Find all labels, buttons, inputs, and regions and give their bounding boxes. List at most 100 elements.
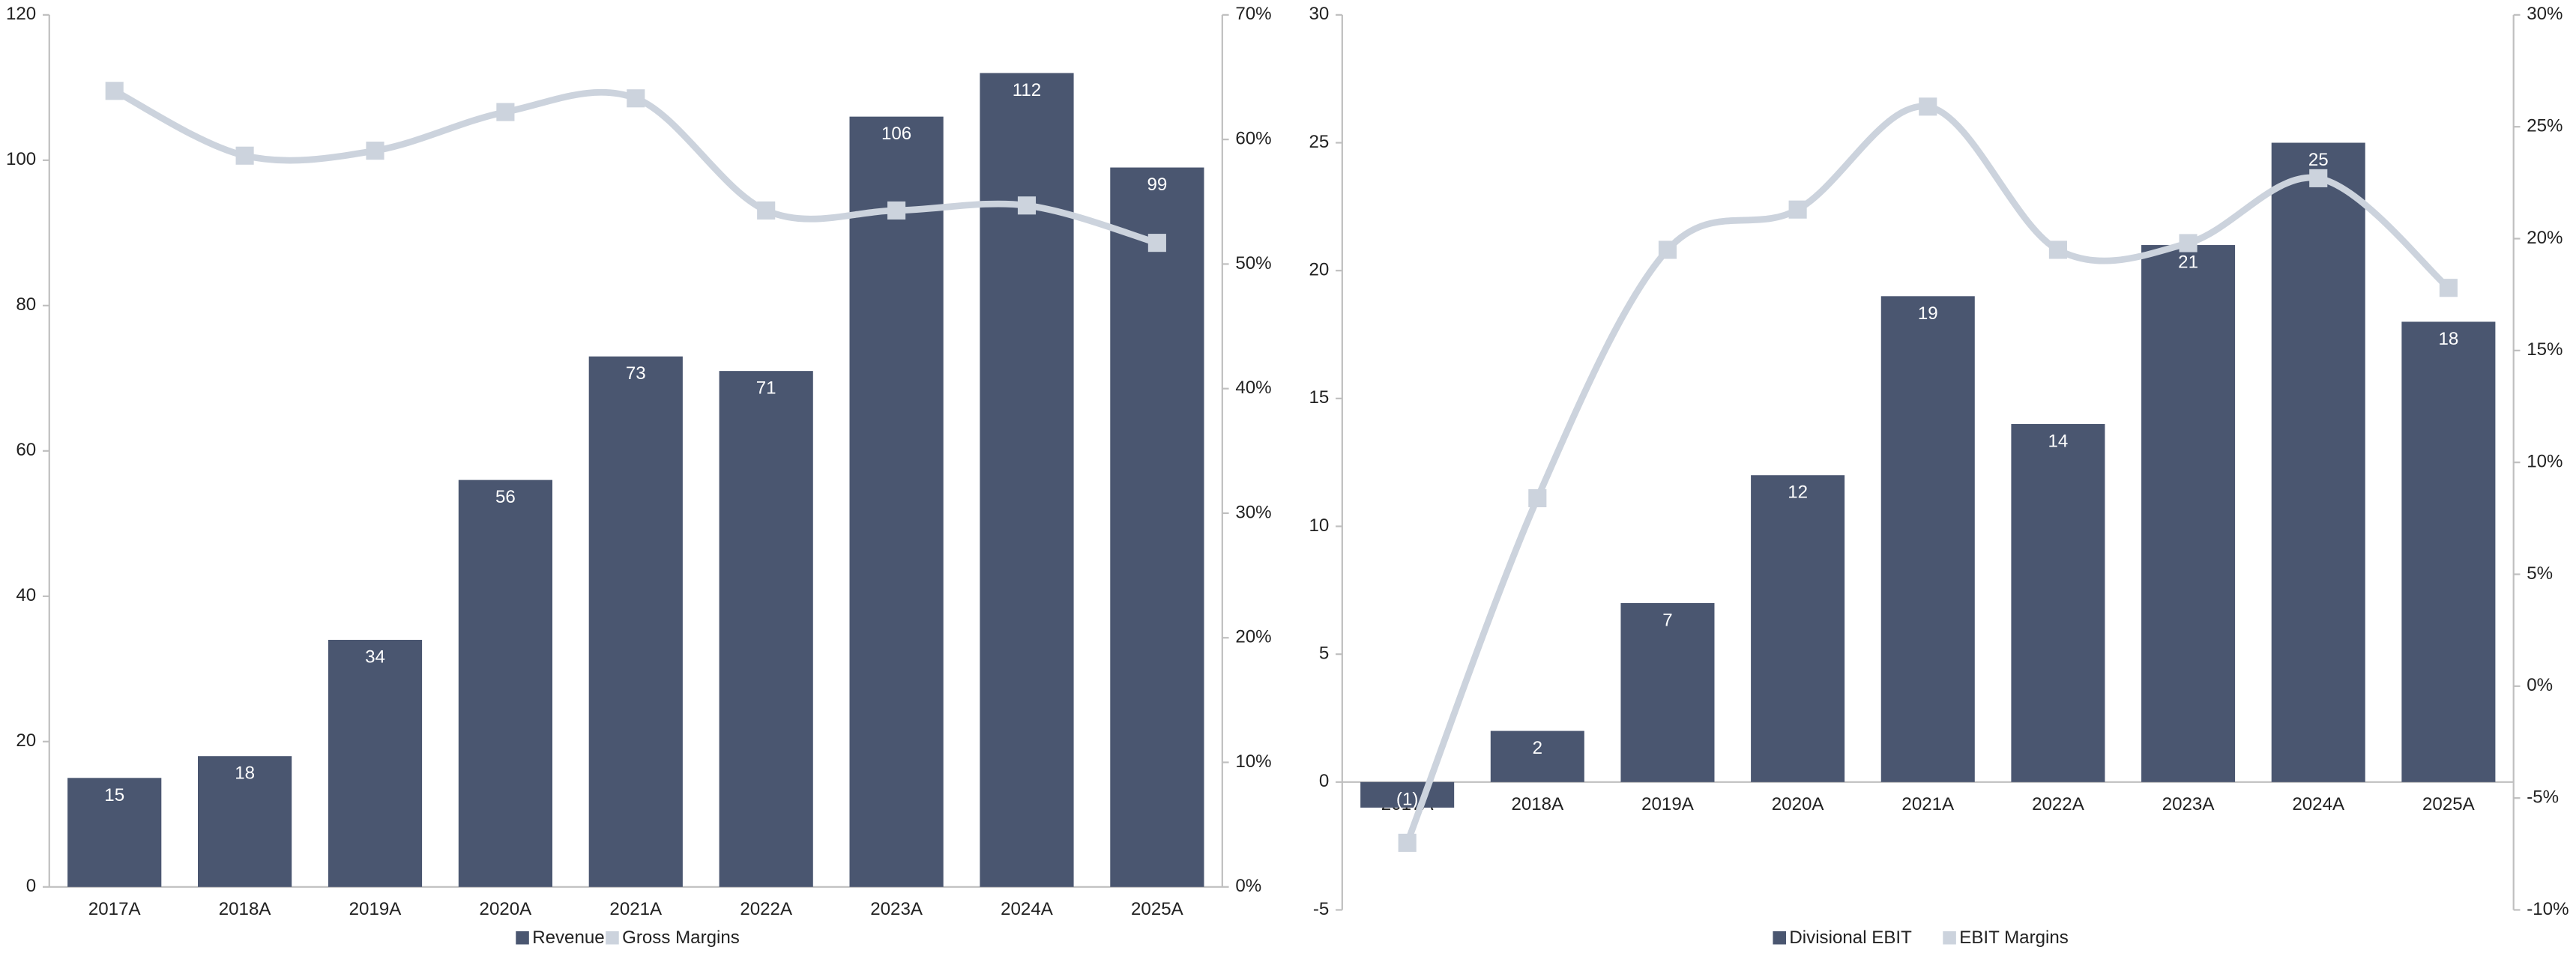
y2-tick-label: 20% [2527, 228, 2563, 248]
x-tick-label: 2019A [1641, 794, 1695, 814]
y2-tick-label: 5% [2527, 563, 2553, 584]
data-label: 7 [1662, 610, 1672, 630]
marker [496, 103, 515, 121]
y2-tick-label: 30% [2527, 4, 2563, 24]
x-tick-label: 2022A [2032, 794, 2085, 814]
bar [980, 73, 1074, 887]
y2-tick-label: 20% [1235, 627, 1271, 647]
bar [198, 756, 292, 887]
data-label: 19 [1918, 303, 1938, 324]
y-tick-label: 0 [26, 876, 36, 896]
y2-tick-label: -10% [2527, 899, 2569, 919]
y-tick-label: 40 [16, 585, 36, 605]
x-tick-label: 2019A [349, 899, 402, 919]
x-tick-label: 2025A [1131, 899, 1184, 919]
bar [67, 778, 162, 887]
marker [1528, 488, 1547, 508]
data-label: 18 [235, 763, 255, 784]
marker [1919, 97, 1937, 116]
x-tick-label: 2020A [480, 899, 533, 919]
y-tick-label: 20 [1309, 260, 1329, 280]
y-tick-label: 80 [16, 294, 36, 315]
marker [2179, 234, 2198, 252]
legend-label: Revenue [532, 928, 605, 948]
bar [1751, 475, 1845, 782]
marker [235, 146, 254, 165]
data-label: 18 [2438, 329, 2458, 349]
x-tick-label: 2017A [88, 899, 142, 919]
bar [1880, 296, 1975, 782]
y-tick-label: 120 [6, 4, 36, 24]
y2-tick-label: 40% [1235, 378, 1271, 398]
chart: 0 20 40 60 80 100 120 0% 10% 20% 30% 40% 50% 60% 70% 20… [6, 4, 1272, 948]
x-tick-label: 2021A [609, 899, 663, 919]
y2-tick-label: 25% [2527, 116, 2563, 136]
x-tick-label: 2024A [1001, 899, 1054, 919]
legend-label: Divisional EBIT [1789, 928, 1912, 948]
legend-swatch [606, 931, 619, 945]
data-label: (1) [1396, 789, 1418, 809]
marker [627, 89, 645, 108]
data-label: 106 [881, 124, 911, 144]
x-tick-label: 2022A [740, 899, 793, 919]
legend: Revenue Gross Margins [516, 928, 740, 948]
bar [1360, 781, 1455, 808]
data-label: 71 [756, 378, 776, 399]
bar [328, 640, 423, 887]
bar [2401, 321, 2496, 782]
marker [1788, 200, 1807, 219]
data-label: 21 [2178, 252, 2198, 273]
x-tick-label: 2018A [1511, 794, 1564, 814]
bar [458, 479, 552, 887]
y-tick-label: 0 [1319, 771, 1329, 791]
x-tick-label: 2021A [1901, 794, 1955, 814]
marker [2048, 240, 2067, 259]
bar [849, 116, 944, 887]
marker [1017, 196, 1037, 215]
marker [105, 82, 124, 100]
data-label: 73 [626, 363, 646, 384]
data-label: 99 [1147, 175, 1167, 195]
y-tick-label: 25 [1309, 132, 1329, 152]
marker [887, 201, 906, 220]
marker [2309, 169, 2328, 187]
chart: -5 0 5 10 15 20 25 30 -10% -5% 0% 5% 10% 15% 20% 25% 30%… [1309, 4, 2569, 948]
y-tick-label: -5 [1313, 899, 1329, 919]
y2-tick-label: -5% [2527, 787, 2559, 808]
y-tick-label: 100 [6, 149, 36, 169]
bar [719, 371, 813, 887]
bar [1620, 602, 1715, 782]
bar [2271, 142, 2365, 782]
y2-tick-label: 70% [1235, 4, 1271, 24]
x-tick-label: 2024A [2292, 794, 2345, 814]
marker [1658, 240, 1677, 259]
marker [366, 142, 384, 160]
data-label: 112 [1013, 80, 1041, 100]
legend-swatch [1943, 931, 1956, 945]
y-tick-label: 10 [1309, 515, 1329, 536]
y2-tick-label: 0% [2527, 675, 2553, 695]
y-tick-label: 60 [16, 440, 36, 460]
marker [2439, 279, 2458, 297]
legend-swatch [516, 931, 529, 945]
x-tick-label: 2023A [2162, 794, 2215, 814]
y-tick-label: 15 [1309, 387, 1329, 408]
y2-tick-label: 50% [1235, 253, 1271, 273]
y-tick-label: 20 [16, 730, 36, 751]
bar [2011, 423, 2105, 782]
marker [1147, 234, 1166, 252]
marker [1398, 833, 1417, 852]
data-label: 34 [365, 647, 385, 668]
marker [757, 201, 776, 220]
data-label: 15 [104, 785, 124, 805]
y2-tick-label: 0% [1235, 876, 1261, 896]
y2-tick-label: 10% [1235, 751, 1271, 772]
bar [1110, 167, 1204, 887]
legend-swatch [1773, 931, 1786, 945]
x-tick-label: 2018A [219, 899, 272, 919]
y2-tick-label: 30% [1235, 502, 1271, 522]
data-label: 12 [1788, 482, 1808, 503]
y-tick-label: 5 [1319, 644, 1329, 664]
